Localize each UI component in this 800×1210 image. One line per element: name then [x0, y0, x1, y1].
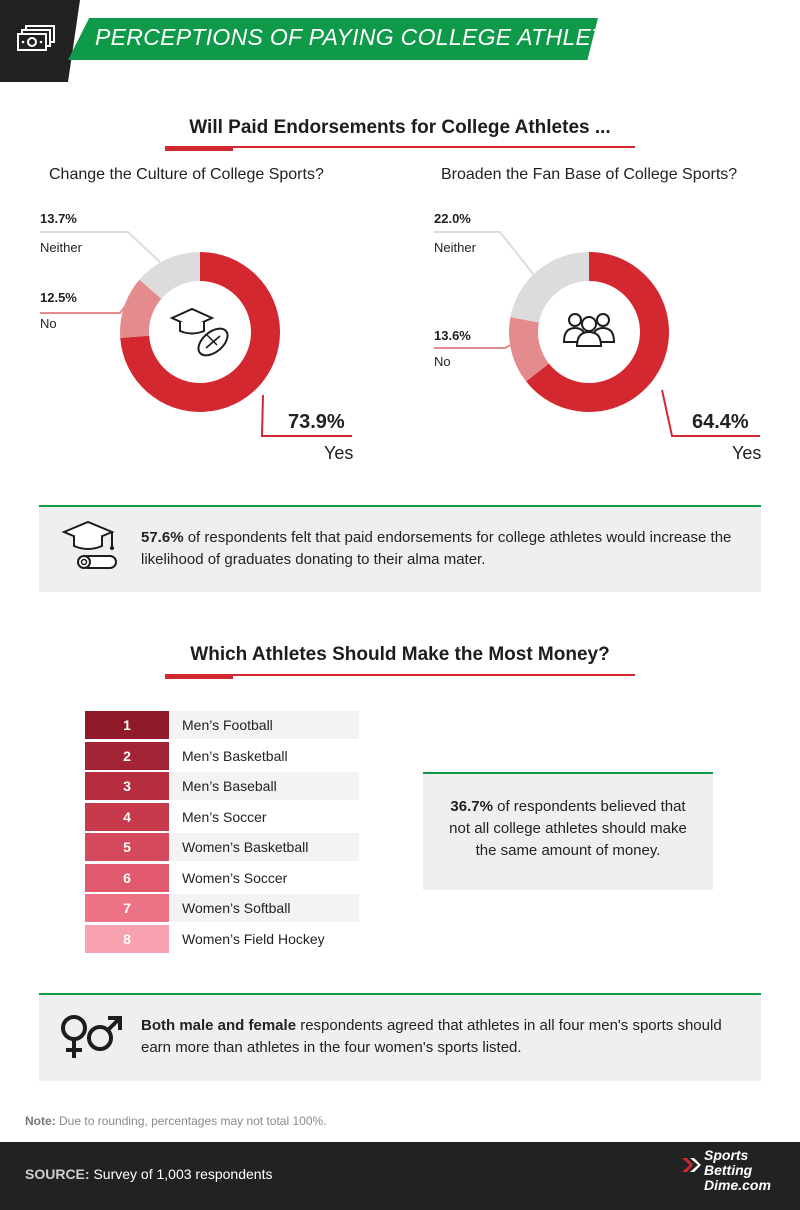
- footnote: Note: Due to rounding, percentages may n…: [25, 1114, 327, 1128]
- category-label-no-culture: No: [40, 316, 57, 331]
- ranking-sport-label: Women’s Basketball: [169, 833, 359, 861]
- value-label-no-culture: 12.5%: [40, 290, 77, 305]
- brand-line-2: Betting: [704, 1162, 753, 1178]
- ranking-sport-label: Women’s Soccer: [182, 869, 288, 886]
- ranking-number: 8: [85, 924, 169, 953]
- ranking-row: 1 Men’s Football: [85, 711, 359, 739]
- callout-gender-text: Both male and female respondents agreed …: [141, 1015, 751, 1059]
- ranking-row: 4 Men’s Soccer: [85, 802, 359, 831]
- graduation-cap-diploma-icon: [61, 520, 117, 569]
- leader-line-no: [40, 299, 131, 314]
- graduation-cap-football-icon: [169, 307, 229, 357]
- category-label-no-fanbase: No: [434, 354, 451, 369]
- callout-donation-body: of respondents felt that paid endorsemen…: [141, 529, 732, 568]
- callout-pay-equality-stat: 36.7%: [450, 798, 493, 815]
- ranking-number: 4: [85, 802, 169, 831]
- section-title-endorsements: Will Paid Endorsements for College Athle…: [189, 117, 611, 138]
- donut-chart-culture: [40, 231, 352, 437]
- page-title: PERCEPTIONS OF PAYING COLLEGE ATHLETES: [95, 24, 637, 50]
- title-underline: [165, 674, 635, 676]
- callout-gender-body: respondents agreed that athletes in all …: [141, 1017, 722, 1056]
- title-underline: [165, 146, 635, 148]
- ranking-row: 8 Women’s Field Hockey: [85, 924, 359, 953]
- ranking-number: 5: [85, 833, 169, 861]
- value-label-neither-fanbase: 22.0%: [434, 211, 471, 226]
- footnote-label: Note:: [25, 1114, 56, 1128]
- people-group-icon: [562, 313, 616, 347]
- donut-slice-no: [509, 317, 549, 382]
- header-banner: [68, 18, 598, 60]
- value-label-neither-culture: 13.7%: [40, 211, 77, 226]
- callout-pay-equality-body: of respondents believed that not all col…: [449, 798, 687, 859]
- donut-slice-no: [120, 279, 162, 338]
- category-label-neither-fanbase: Neither: [434, 240, 476, 255]
- ranking-row: 3 Men’s Baseball: [85, 772, 359, 800]
- callout-gender-stat: Both male and female: [141, 1017, 297, 1034]
- ranking-number: 2: [85, 741, 169, 770]
- leader-line-yes: [661, 389, 760, 437]
- category-label-yes-fanbase: Yes: [732, 443, 762, 463]
- ranking-row: 7 Women’s Softball: [85, 894, 359, 922]
- header: PERCEPTIONS OF PAYING COLLEGE ATHLETES: [0, 0, 800, 82]
- ranking-number: 7: [85, 894, 169, 922]
- ranking-sport-label: Men’s Baseball: [169, 772, 359, 800]
- ranking-row: 5 Women’s Basketball: [85, 833, 359, 861]
- footnote-text: Due to rounding, percentages may not tot…: [55, 1114, 327, 1128]
- donut-slice-neither: [139, 252, 200, 299]
- callout-donation-text: 57.6% of respondents felt that paid endo…: [141, 527, 751, 571]
- callout-donation: [39, 505, 761, 592]
- ranking-sport-label: Men’s Soccer: [182, 808, 267, 825]
- category-label-yes-culture: Yes: [324, 443, 354, 463]
- brand-logo-text[interactable]: Sports Betting Dime.com: [704, 1148, 784, 1193]
- source-label: SOURCE:: [25, 1166, 90, 1182]
- source-line: SOURCE: Survey of 1,003 respondents: [25, 1166, 272, 1182]
- ranking-sport-label: Men’s Basketball: [182, 747, 288, 764]
- ranking-sport-label: Women’s Softball: [169, 894, 359, 922]
- donut-slice-yes: [526, 252, 669, 412]
- ranking-row: 2 Men’s Basketball: [85, 741, 359, 770]
- donut-chart-fanbase: [434, 231, 760, 437]
- chart-title-culture: Change the Culture of College Sports?: [49, 166, 324, 183]
- title-underline-accent: [165, 674, 233, 679]
- brand-line-1: Sports: [704, 1147, 749, 1163]
- donut-slice-neither: [510, 252, 589, 323]
- callout-donation-stat: 57.6%: [141, 529, 184, 546]
- callout-gender-agreement: [39, 993, 761, 1081]
- callout-pay-equality-text: 36.7% of respondents believed that not a…: [440, 796, 696, 862]
- value-label-yes-fanbase: 64.4%: [692, 411, 749, 433]
- section-title-most-money: Which Athletes Should Make the Most Mone…: [190, 644, 610, 665]
- ranking-number: 6: [85, 863, 169, 892]
- chart-title-fanbase: Broaden the Fan Base of College Sports?: [441, 166, 738, 183]
- callout-pay-equality: [423, 772, 713, 890]
- leader-line-neither: [434, 231, 539, 281]
- gender-symbols-icon: [61, 1015, 122, 1058]
- value-label-yes-culture: 73.9%: [288, 411, 345, 433]
- ranking-sport-label: Men’s Football: [169, 711, 359, 739]
- ranking-row: 6 Women’s Soccer: [85, 863, 359, 892]
- leader-line-neither: [40, 231, 161, 263]
- ranking-sport-label: Women’s Field Hockey: [182, 930, 325, 947]
- category-label-neither-culture: Neither: [40, 240, 82, 255]
- source-text: Survey of 1,003 respondents: [89, 1166, 273, 1182]
- ranking-number: 3: [85, 772, 169, 800]
- title-underline-accent: [165, 146, 233, 151]
- brand-line-3: Dime.com: [704, 1177, 771, 1193]
- footer: SOURCE: Survey of 1,003 respondents Spor…: [0, 1142, 800, 1210]
- ranking-number: 1: [85, 711, 169, 739]
- leader-line-yes: [260, 394, 352, 437]
- donut-slice-yes: [120, 252, 280, 412]
- money-stack-icon: [17, 25, 55, 51]
- leader-line-no: [434, 339, 521, 349]
- sportsbettingdime-logo-icon: [682, 1158, 701, 1172]
- value-label-no-fanbase: 13.6%: [434, 328, 471, 343]
